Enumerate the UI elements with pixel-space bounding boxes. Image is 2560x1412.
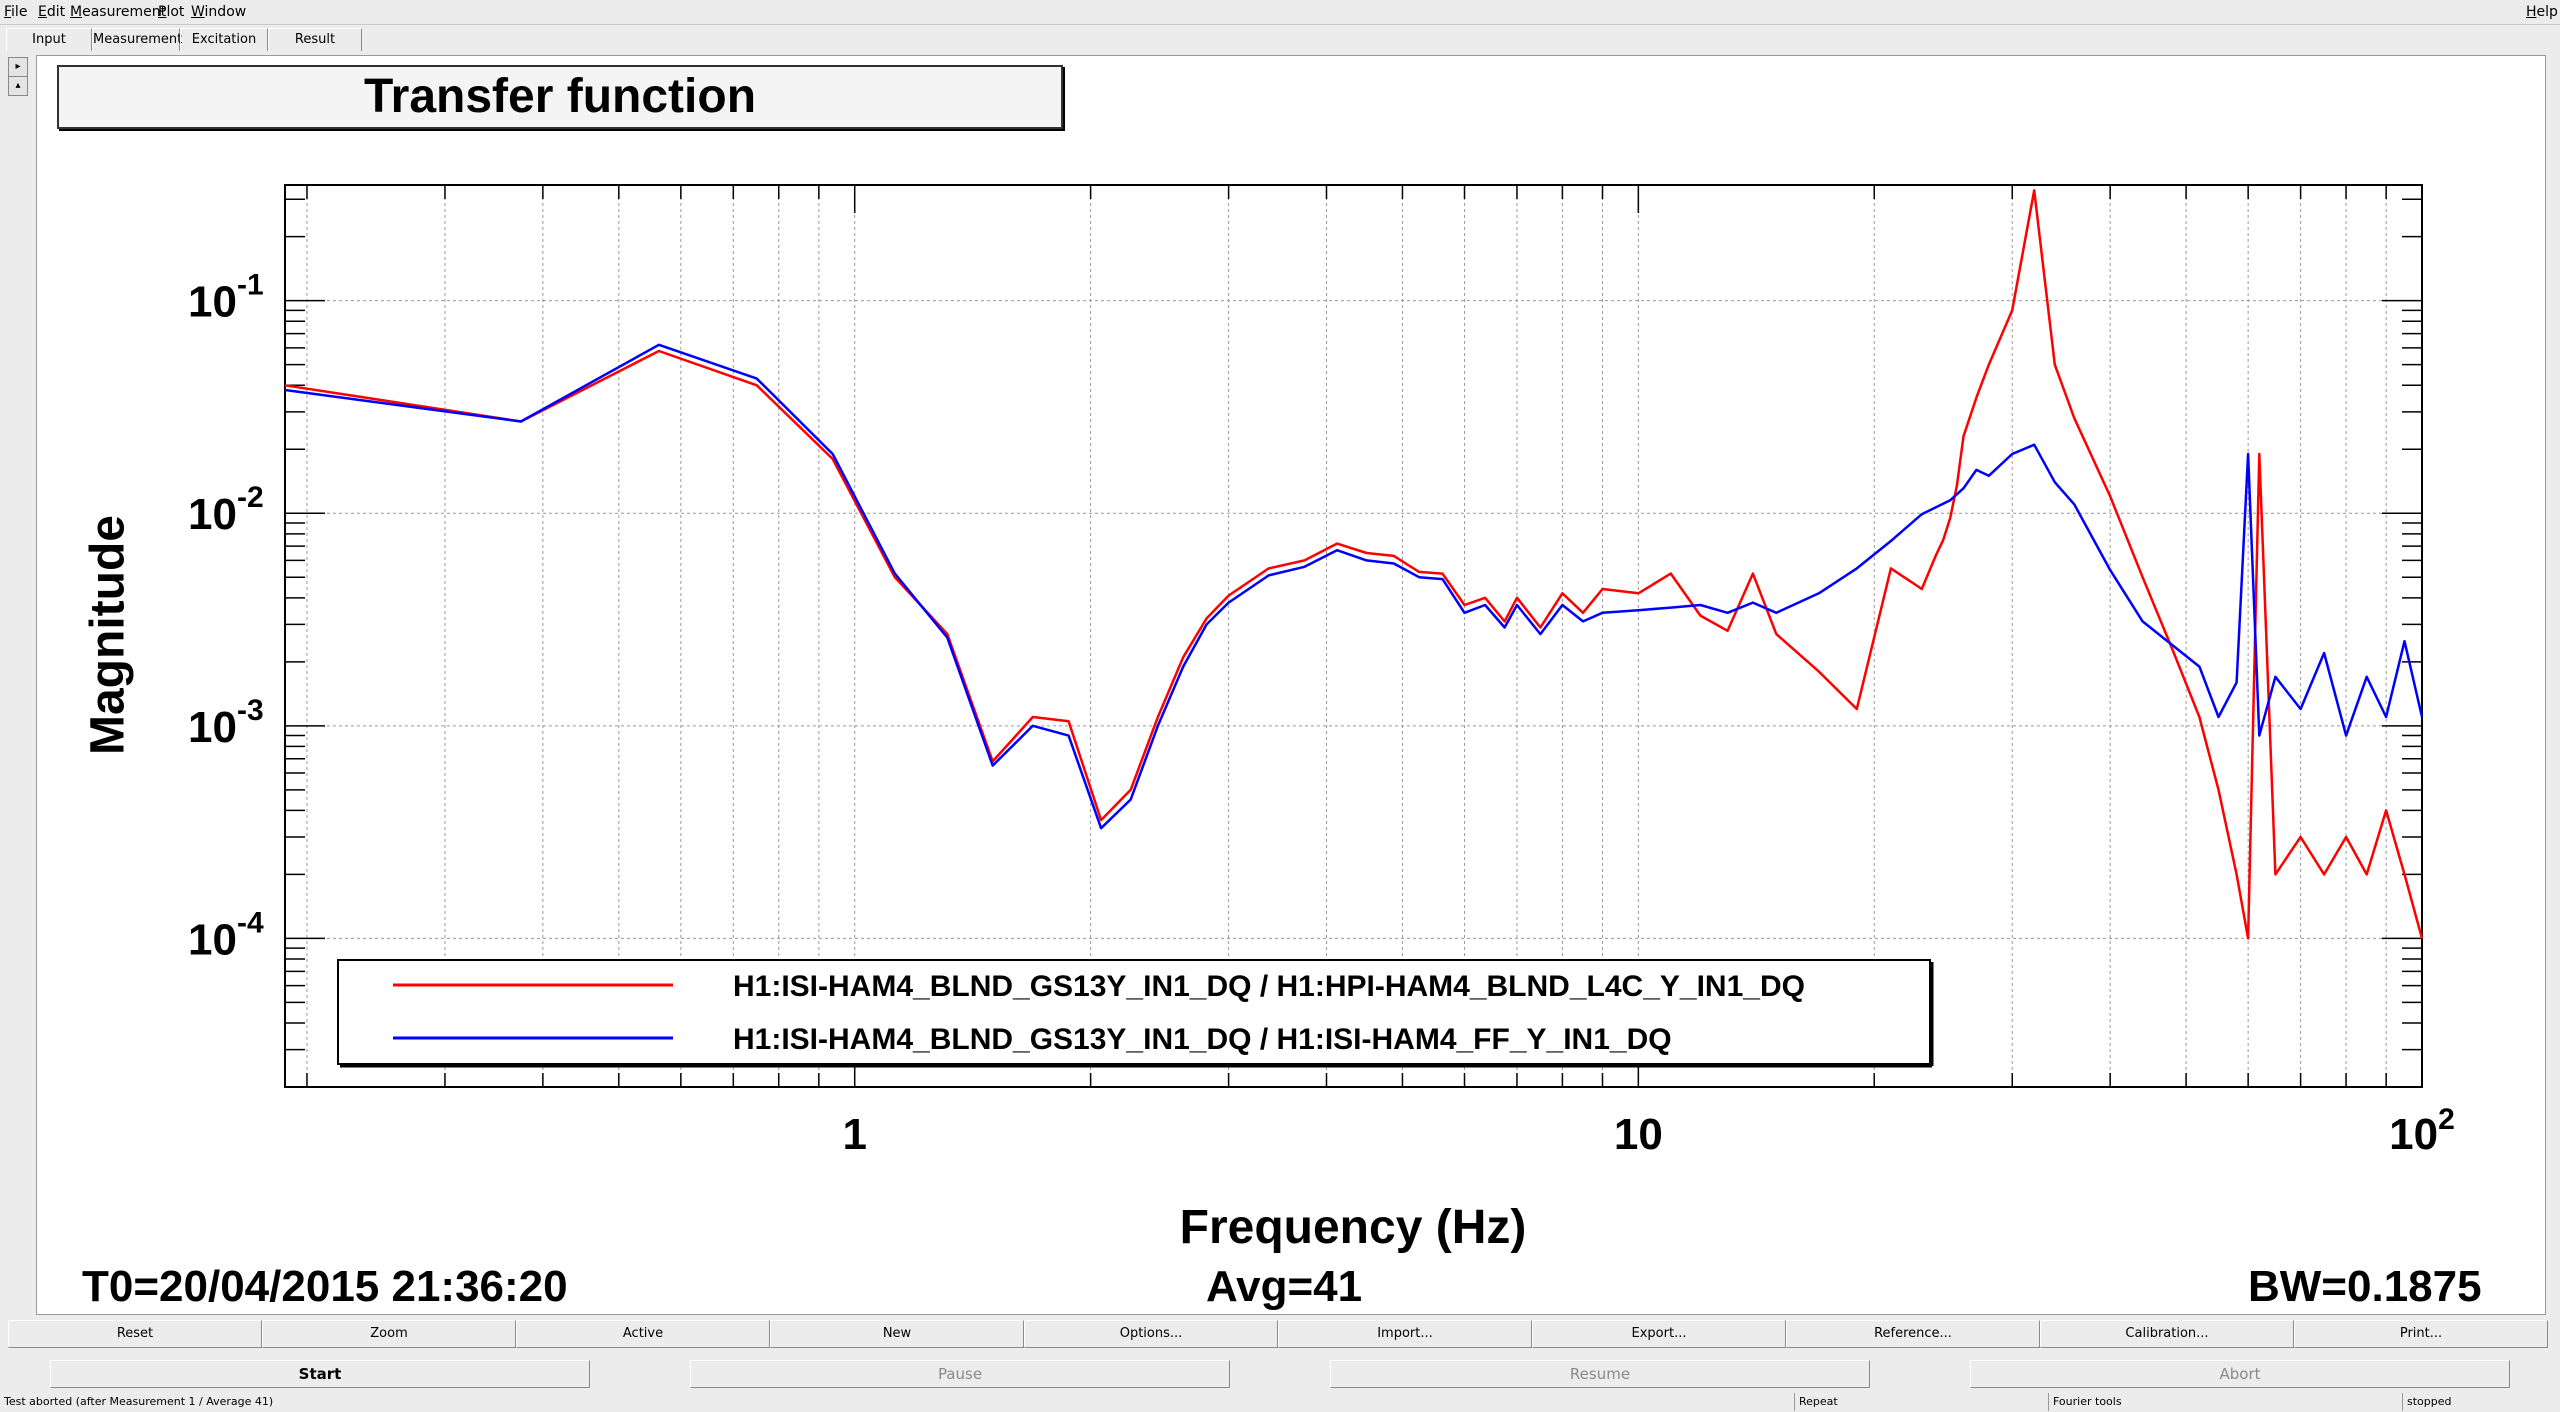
tab-excitation[interactable]: Excitation xyxy=(180,28,268,51)
x-tick-label: 10 xyxy=(1614,1110,1663,1159)
x-tick-label: 102 xyxy=(2389,1103,2455,1159)
y-tick-label: 10-2 xyxy=(188,481,264,539)
y-tick-label: 10-1 xyxy=(188,269,264,327)
legend-label-2: H1:ISI-HAM4_BLND_GS13Y_IN1_DQ / H1:ISI-H… xyxy=(733,1023,1672,1056)
x-axis-title: Frequency (Hz) xyxy=(1179,1201,1527,1254)
active-button[interactable]: Active xyxy=(516,1320,770,1348)
pause-button[interactable]: Pause xyxy=(690,1360,1230,1388)
import-button[interactable]: Import... xyxy=(1278,1320,1532,1348)
chart-title-box: Transfer function xyxy=(57,65,1063,129)
status-message: Test aborted (after Measurement 1 / Aver… xyxy=(4,1395,274,1408)
y-axis-title: Magnitude xyxy=(81,515,135,755)
plot-frame xyxy=(284,184,2423,1088)
new-button[interactable]: New xyxy=(770,1320,1024,1348)
status-bar: Test aborted (after Measurement 1 / Aver… xyxy=(0,1390,2560,1412)
menu-window[interactable]: Window xyxy=(191,4,247,20)
tab-input[interactable]: Input xyxy=(6,28,92,51)
avg-readout: Avg=41 xyxy=(1206,1262,1363,1311)
start-button[interactable]: Start xyxy=(50,1360,590,1388)
menu-plot[interactable]: Plot xyxy=(158,4,185,20)
export-button[interactable]: Export... xyxy=(1532,1320,1786,1348)
tab-measurement[interactable]: Measurement xyxy=(92,28,182,51)
t0-readout: T0=20/04/2015 21:36:20 xyxy=(82,1262,568,1311)
menu-measurement[interactable]: Measurement xyxy=(70,4,167,20)
reference-button[interactable]: Reference... xyxy=(1786,1320,2040,1348)
resume-button[interactable]: Resume xyxy=(1330,1360,1870,1388)
series-line-2 xyxy=(284,343,2424,830)
status-state: stopped xyxy=(2402,1393,2557,1411)
abort-button[interactable]: Abort xyxy=(1970,1360,2510,1388)
chart-ticks xyxy=(285,185,2423,1088)
status-fourier: Fourier tools xyxy=(2048,1393,2403,1411)
chart-grid xyxy=(285,185,2423,1087)
bw-readout: BW=0.1875 xyxy=(2248,1262,2482,1311)
print-button[interactable]: Print... xyxy=(2294,1320,2548,1348)
chart-series xyxy=(284,189,2424,940)
y-tick-label: 10-3 xyxy=(188,694,264,752)
status-repeat: Repeat xyxy=(1794,1393,2049,1411)
tab-result[interactable]: Result xyxy=(268,28,362,51)
y-tick-label: 10-4 xyxy=(188,906,264,964)
series-line-1 xyxy=(284,189,2424,940)
x-tick-label: 1 xyxy=(842,1110,866,1159)
menu-help[interactable]: Help xyxy=(2526,4,2558,20)
tab-bar: Input Measurement Excitation Result xyxy=(0,26,2560,52)
chart-legend: H1:ISI-HAM4_BLND_GS13Y_IN1_DQ / H1:HPI-H… xyxy=(337,959,1934,1068)
menu-file[interactable]: File xyxy=(4,4,28,20)
zoom-button[interactable]: Zoom xyxy=(262,1320,516,1348)
run-controls: Start Pause Resume Abort xyxy=(0,1360,2560,1390)
options-button[interactable]: Options... xyxy=(1024,1320,1278,1348)
reset-button[interactable]: Reset xyxy=(8,1320,262,1348)
plot-toolbar: Reset Zoom Active New Options... Import.… xyxy=(0,1320,2560,1350)
calibration-button[interactable]: Calibration... xyxy=(2040,1320,2294,1348)
collapse-arrow-icon[interactable]: ▴ xyxy=(8,76,28,96)
legend-label-1: H1:ISI-HAM4_BLND_GS13Y_IN1_DQ / H1:HPI-H… xyxy=(733,970,1805,1003)
menu-bar: File Edit Measurement Plot Window Help xyxy=(0,0,2560,25)
plot-canvas[interactable] xyxy=(36,55,2546,1315)
legend-box xyxy=(337,959,1931,1065)
menu-edit[interactable]: Edit xyxy=(38,4,66,20)
chart-title: Transfer function xyxy=(363,70,757,123)
